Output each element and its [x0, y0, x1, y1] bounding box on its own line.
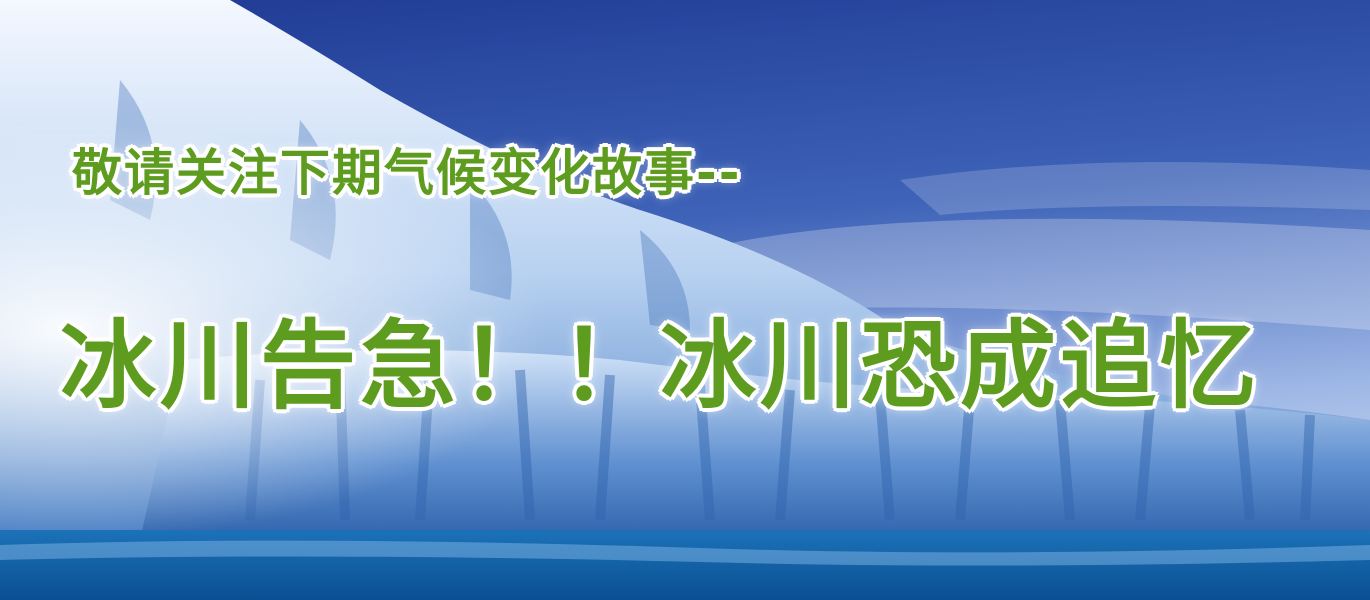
banner-title: 冰川告急！！冰川恐成追忆 [60, 310, 1260, 422]
sea-highlight [0, 540, 1370, 566]
banner-subtitle: 敬请关注下期气候变化故事-- [72, 144, 742, 202]
sea [0, 530, 1370, 600]
